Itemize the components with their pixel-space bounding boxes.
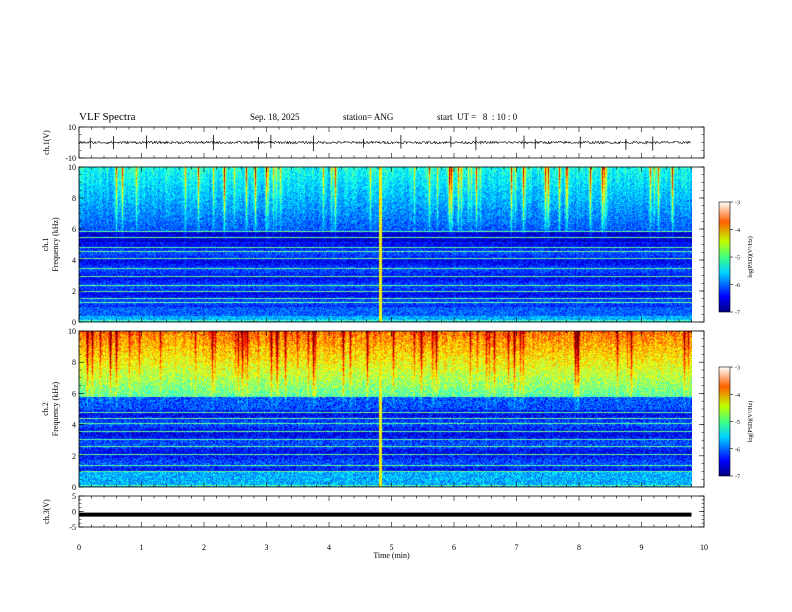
ch2-colorbar-tick-label: -4: [735, 393, 740, 399]
ch2-spectrogram-tick-label: 2: [72, 452, 76, 461]
ch3-waveform-tick-label: -5: [69, 523, 76, 532]
ch2-spectrogram-tick-label: 8: [72, 358, 76, 367]
ch1-colorbar-tick-label: -7: [735, 311, 740, 317]
ch2-colorbar-tick-label: -7: [735, 475, 740, 481]
start-time-label: start UT = 8 : 10 : 0: [437, 112, 518, 122]
ch2-colorbar-tick-label: -3: [735, 366, 740, 372]
x-tick-label: 4: [327, 543, 331, 552]
x-tick-label: 2: [202, 543, 206, 552]
ch1-spectrogram-tick-label: 4: [72, 256, 76, 265]
station-label: station= ANG: [343, 112, 394, 122]
x-tick-label: 10: [700, 543, 708, 552]
ch1-spectrogram-tick-label: 0: [72, 318, 76, 327]
ch1-spectrogram-freq-label: Frequency (kHz): [51, 217, 60, 272]
x-axis-label: Time (min): [373, 551, 410, 560]
ch1-spectrogram-ylabel: ch.1: [41, 238, 50, 252]
ch2-colorbar-tick-label: -5: [735, 420, 740, 426]
ch3-waveform-tick-label: 5: [72, 492, 76, 501]
ch1-colorbar-tick-label: -3: [735, 201, 740, 207]
ch2-spectrogram-tick-label: 0: [72, 483, 76, 492]
ch1-waveform-ylabel: ch.1(V): [42, 130, 51, 155]
x-tick-label: 7: [515, 543, 519, 552]
ch1-spectrogram-image: [79, 167, 692, 322]
x-tick-label: 0: [77, 543, 81, 552]
x-tick-label: 9: [640, 543, 644, 552]
ch1-colorbar: [718, 201, 731, 313]
ch2-spectrogram-freq-label: Frequency (kHz): [51, 381, 60, 436]
ch3-waveform-ylabel: ch.3(V): [42, 499, 51, 524]
x-tick-label: 3: [265, 543, 269, 552]
ch2-spectrogram-tick-label: 6: [72, 389, 76, 398]
ch2-spectrogram-tick-label: 10: [68, 327, 76, 336]
plot-title: VLF Spectra: [79, 111, 136, 123]
ch1-spectrogram-tick-label: 6: [72, 225, 76, 234]
ch1-waveform-trace: [78, 140, 691, 145]
ch2-spectrogram-ylabel: ch.2: [41, 402, 50, 416]
ch1-colorbar-tick-label: -5: [735, 256, 740, 262]
ch1-waveform-tick-label: -10: [65, 154, 76, 163]
ch1-colorbar-label: log(PSD)(V²/Hz): [747, 236, 754, 277]
ch2-spectrogram-image: [79, 331, 692, 487]
ch1-spectrogram-tick-label: 8: [72, 194, 76, 203]
ch2-colorbar-label: log(PSD)(V²/Hz): [747, 401, 754, 442]
x-tick-label: 1: [140, 543, 144, 552]
ch1-spectrogram-tick-label: 2: [72, 287, 76, 296]
x-tick-label: 5: [390, 543, 394, 552]
ch1-colorbar-tick-label: -4: [735, 228, 740, 234]
ch1-spectrogram-tick-label: 10: [68, 163, 76, 172]
x-tick-label: 6: [452, 543, 456, 552]
ch3-waveform-tick-label: 0: [72, 508, 76, 517]
ch2-colorbar-tick-label: -6: [735, 447, 740, 453]
ch1-waveform-tick-label: 10: [68, 123, 76, 132]
ch1-colorbar-tick-label: -6: [735, 283, 740, 289]
date-label: Sep. 18, 2025: [250, 112, 300, 122]
x-tick-label: 8: [577, 543, 581, 552]
ch2-colorbar: [718, 366, 731, 477]
ch2-spectrogram-tick-label: 4: [72, 421, 76, 430]
